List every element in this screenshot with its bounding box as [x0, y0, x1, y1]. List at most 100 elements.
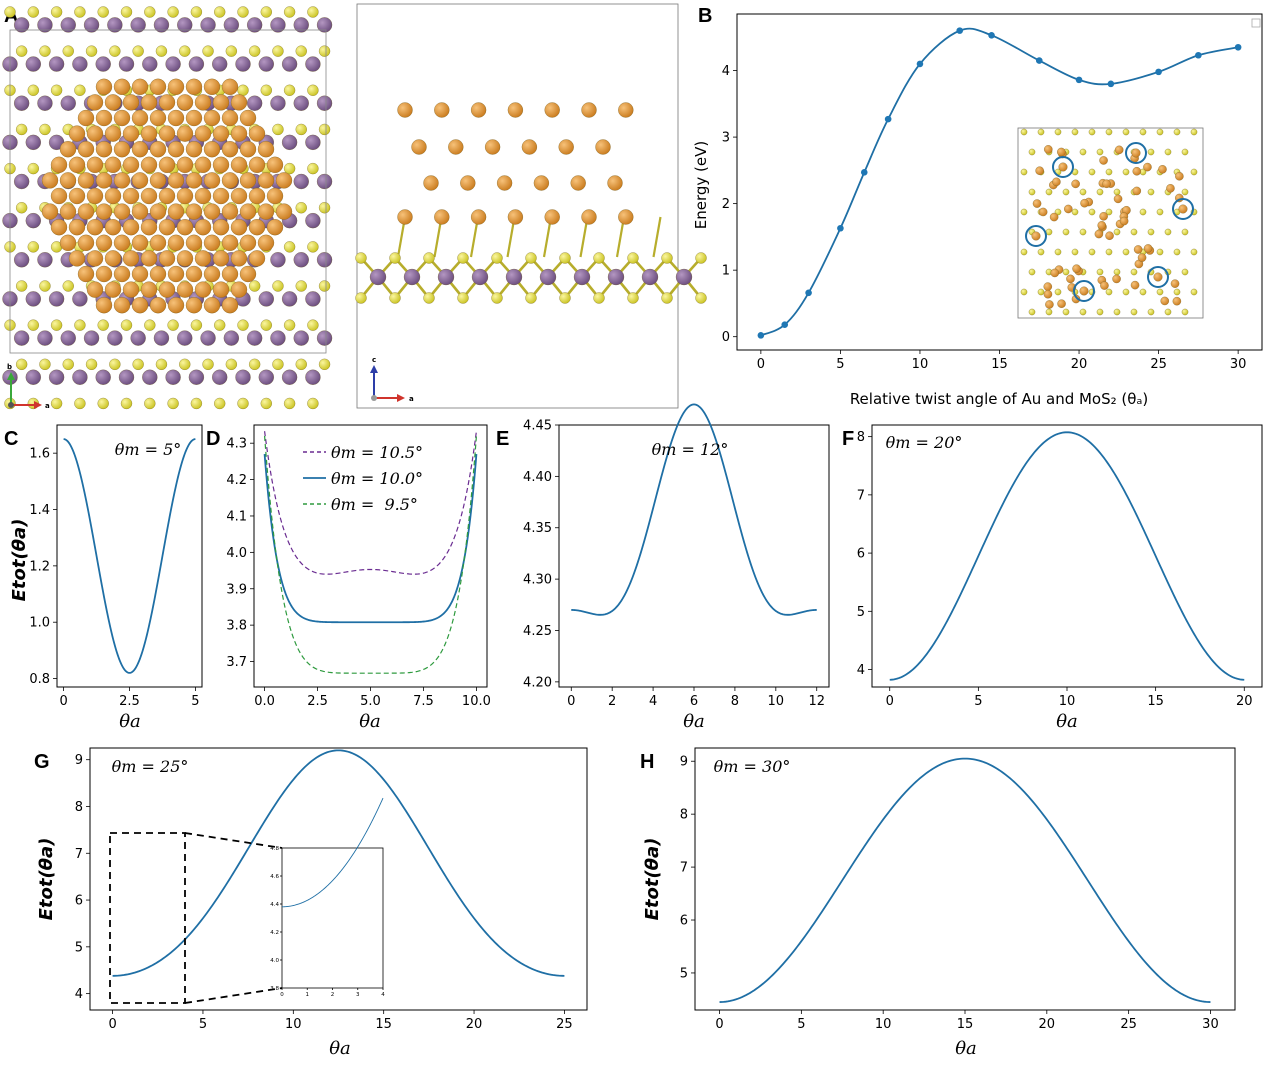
atom	[316, 17, 333, 33]
atom	[62, 280, 74, 292]
atom	[60, 95, 76, 111]
atom	[1132, 167, 1142, 176]
x-tick-label: 15	[991, 357, 1008, 372]
atom	[202, 358, 214, 370]
x-tick-label: 30	[1202, 1017, 1219, 1032]
panel-h: H 0 5 10 15 20 25 30 5 6 7 8 9 θm = 30° θa Etot(θa)	[640, 747, 1236, 1059]
atom	[272, 358, 284, 370]
atom	[109, 358, 121, 370]
axis-ticks: 0 2.5 5 0.8 1.0 1.2 1.4 1.6	[29, 447, 199, 709]
atom	[307, 84, 319, 96]
atom	[239, 203, 257, 220]
x-tick-label: 2.5	[307, 694, 328, 709]
atom	[1137, 253, 1147, 262]
atom	[525, 252, 537, 264]
x-tick-label: 12	[808, 694, 825, 709]
atom	[142, 56, 158, 72]
atom	[153, 17, 170, 33]
atom	[230, 156, 248, 173]
bond	[652, 216, 662, 258]
atom	[1045, 300, 1054, 309]
top-view-cell	[9, 29, 327, 354]
atom	[1050, 268, 1060, 278]
atom	[248, 125, 266, 142]
atom	[1119, 216, 1129, 226]
atom	[627, 292, 639, 304]
atom	[1114, 145, 1124, 155]
atom	[37, 17, 53, 33]
atom	[607, 268, 625, 286]
atom	[194, 219, 212, 236]
atom	[188, 369, 205, 385]
x-tick-label: 20	[1039, 1017, 1056, 1032]
atom	[389, 252, 401, 264]
atom	[397, 102, 413, 118]
x-tick-label: 0	[757, 357, 765, 372]
atom	[37, 95, 53, 111]
atom	[131, 78, 149, 95]
atom	[695, 252, 707, 264]
x-tick-label: 10	[875, 1017, 892, 1032]
x-tick-label: 0	[886, 694, 894, 709]
atom	[281, 291, 298, 307]
atom	[167, 234, 185, 251]
data-point	[1035, 57, 1043, 64]
atom	[248, 187, 266, 205]
y-tick-label: 5	[680, 966, 688, 981]
atom	[167, 203, 185, 220]
atom	[281, 369, 298, 385]
atom	[355, 252, 367, 264]
atom	[1139, 288, 1147, 296]
atom	[59, 172, 77, 189]
atom	[95, 203, 113, 220]
atom	[39, 358, 51, 370]
atom	[237, 319, 249, 331]
atom	[221, 109, 239, 127]
atom	[1054, 288, 1062, 296]
atom	[1099, 156, 1108, 165]
atom	[203, 141, 221, 158]
atom	[1175, 172, 1184, 181]
atom	[437, 268, 455, 286]
atom	[1096, 148, 1104, 156]
atom	[1160, 296, 1170, 306]
atom	[1158, 165, 1167, 174]
data-point	[1195, 51, 1202, 59]
atom	[149, 265, 167, 283]
atom	[1079, 308, 1087, 316]
atom	[270, 17, 286, 33]
y-axis-label: Etot(θa)	[9, 519, 30, 602]
atom	[140, 250, 158, 267]
atom	[272, 123, 284, 136]
atom	[1049, 212, 1059, 222]
atom	[607, 175, 623, 191]
atom	[1032, 199, 1042, 208]
axis-a-label: a	[409, 395, 414, 403]
atom	[1054, 248, 1062, 256]
atom	[1181, 188, 1189, 196]
atom	[225, 358, 238, 370]
atom	[25, 291, 41, 307]
atom	[144, 397, 156, 410]
atom	[48, 56, 65, 72]
atom	[1105, 128, 1113, 136]
atom	[74, 319, 86, 331]
atom	[1156, 128, 1164, 136]
x-tick-label: 30	[1230, 357, 1247, 372]
atom	[1020, 248, 1028, 256]
atom	[1105, 168, 1113, 176]
atom	[239, 265, 257, 283]
atom	[1105, 231, 1114, 240]
atom	[68, 125, 86, 142]
x-axis-label: θa	[683, 711, 705, 732]
atom	[85, 45, 98, 57]
x-tick-label: 4	[649, 694, 657, 709]
y-tick-label: 8	[680, 808, 688, 823]
atom	[77, 141, 95, 158]
series-line	[263, 454, 478, 624]
atom	[1102, 179, 1111, 189]
atom	[457, 252, 469, 264]
x-tick-label: 25	[1120, 1017, 1137, 1032]
x-axis-label: θa	[119, 711, 141, 732]
atom	[13, 173, 30, 190]
